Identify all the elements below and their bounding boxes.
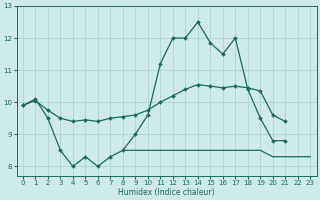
X-axis label: Humidex (Indice chaleur): Humidex (Indice chaleur) (118, 188, 215, 197)
